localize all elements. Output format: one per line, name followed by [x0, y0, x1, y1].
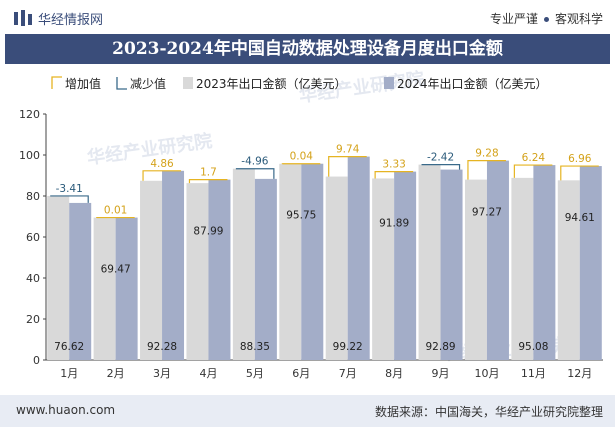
increase-bracket — [374, 171, 414, 179]
bar-2023 — [557, 180, 580, 360]
x-tick-label: 11月 — [521, 367, 546, 380]
value-label-2024: 94.61 — [565, 212, 595, 224]
slogan: 专业严谨 客观科学 — [490, 10, 603, 27]
bar-2024 — [347, 156, 370, 360]
increase-bracket — [467, 159, 506, 180]
legend-series-swatch — [384, 77, 394, 89]
bar-2023 — [325, 176, 348, 360]
y-tick-label: 60 — [26, 231, 40, 244]
footer: www.huaon.com 数据来源：中国海关，华经产业研究院整理 — [0, 395, 615, 427]
increase-bracket — [188, 179, 228, 184]
increase-bracket — [560, 165, 599, 181]
increase-bracket — [513, 164, 553, 178]
y-tick-label: 80 — [26, 190, 40, 203]
bar-2023 — [418, 164, 441, 360]
legend-series-swatch — [183, 77, 193, 89]
difference-label: 0.01 — [104, 205, 127, 217]
legend-decrease-swatch — [116, 77, 127, 90]
x-tick-label: 3月 — [153, 367, 171, 380]
value-label-2024: 95.75 — [286, 210, 316, 222]
x-tick-label: 2月 — [107, 367, 125, 380]
x-tick-label: 10月 — [474, 367, 499, 380]
x-tick-label: 5月 — [246, 367, 264, 380]
y-tick-label: 120 — [19, 108, 40, 121]
difference-label: 6.24 — [522, 152, 546, 164]
value-label-2024: 99.22 — [333, 341, 363, 353]
top-bar: 华经情报网 专业严谨 客观科学 — [0, 0, 615, 34]
bar-2023 — [186, 183, 209, 360]
bar-2024 — [69, 202, 92, 360]
y-tick-label: 20 — [26, 313, 40, 326]
legend-increase-swatch — [51, 76, 62, 89]
increase-bracket — [328, 155, 367, 177]
legend-label: 减少值 — [130, 76, 166, 91]
decrease-bracket — [50, 195, 89, 203]
difference-label: -2.42 — [427, 152, 454, 164]
bar-2023 — [232, 168, 255, 360]
bar-2023 — [140, 180, 163, 360]
bar-2023 — [511, 177, 534, 360]
bar-2024 — [486, 160, 509, 360]
bar-2023 — [93, 217, 116, 360]
y-tick-label: 100 — [19, 149, 40, 162]
slogan-separator-dot — [543, 17, 549, 22]
value-label-2024: 69.47 — [101, 264, 131, 276]
bar-2024 — [440, 169, 463, 360]
bar-2023 — [464, 179, 487, 360]
increase-bracket — [142, 170, 182, 181]
bar-chart: 华经产业研究院华经产业研究院华经产业研究院增加值减少值2023年出口金额（亿美元… — [19, 68, 603, 380]
bar-2024 — [394, 171, 417, 360]
bar-2024 — [254, 178, 277, 360]
value-label-2024: 87.99 — [193, 226, 223, 238]
value-label-2024: 76.62 — [54, 341, 84, 353]
difference-label: 4.86 — [150, 158, 174, 170]
y-tick-label: 0 — [33, 354, 40, 367]
difference-label: 6.96 — [568, 153, 592, 165]
legend-label: 增加值 — [65, 76, 101, 91]
chart-title: 2023-2024年中国自动数据处理设备月度出口金额 — [112, 39, 503, 59]
difference-label: -4.96 — [241, 156, 268, 168]
difference-label: 0.04 — [290, 151, 314, 163]
value-label-2024: 91.89 — [379, 218, 409, 230]
difference-label: -3.41 — [56, 183, 83, 195]
value-label-2024: 97.27 — [472, 207, 502, 219]
brand-name: 华经情报网 — [38, 13, 104, 28]
difference-label: 9.74 — [336, 144, 360, 156]
difference-label: 9.28 — [475, 148, 498, 160]
value-label-2024: 92.28 — [147, 341, 177, 353]
bar-2024 — [579, 166, 602, 360]
bar-2024 — [115, 217, 138, 360]
data-source: 数据来源：中国海关，华经产业研究院整理 — [374, 405, 603, 419]
legend-label: 2023年出口金额（亿美元） — [196, 76, 347, 91]
decrease-bracket — [235, 168, 275, 179]
brand-logo-icon — [14, 10, 32, 26]
value-label-2024: 95.08 — [518, 341, 548, 353]
value-label-2024: 92.89 — [426, 341, 456, 353]
x-tick-label: 6月 — [292, 367, 310, 380]
bar-2023 — [372, 178, 395, 360]
x-tick-label: 7月 — [339, 367, 357, 380]
bar-2024 — [208, 179, 231, 360]
slogan-right: 客观科学 — [554, 12, 603, 26]
decrease-bracket — [421, 164, 461, 170]
y-tick-label: 40 — [26, 272, 40, 285]
x-tick-label: 1月 — [60, 367, 78, 380]
bar-2023 — [47, 195, 70, 360]
x-tick-label: 8月 — [385, 367, 403, 380]
footer-url: www.huaon.com — [16, 403, 116, 417]
x-tick-label: 12月 — [567, 367, 592, 380]
bar-2024 — [533, 165, 556, 360]
slogan-left: 专业严谨 — [489, 12, 538, 26]
difference-label: 1.7 — [200, 167, 217, 179]
x-tick-label: 9月 — [432, 367, 450, 380]
bar-2024 — [301, 163, 324, 360]
bar-2023 — [279, 163, 302, 360]
legend-label: 2024年出口金额（亿美元） — [397, 76, 548, 91]
x-tick-label: 4月 — [199, 367, 217, 380]
title-bar: 2023-2024年中国自动数据处理设备月度出口金额 — [5, 34, 610, 64]
bar-2024 — [162, 170, 185, 360]
difference-label: 3.33 — [382, 159, 405, 171]
value-label-2024: 88.35 — [240, 341, 270, 353]
